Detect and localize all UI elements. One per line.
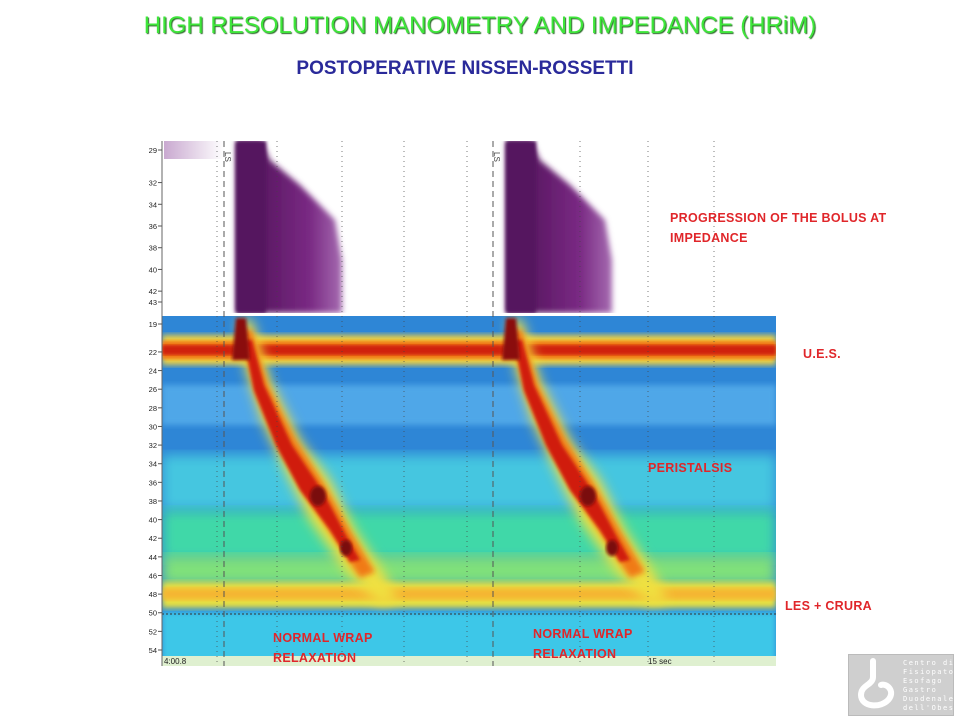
impedance-tick-label: 43	[149, 298, 157, 307]
impedance-tick-label: 29	[149, 146, 157, 155]
pressure-tick-label: 26	[149, 385, 157, 394]
annotation-wrap-1: NORMAL WRAP RELAXATION	[273, 631, 373, 665]
bolus-1-core	[236, 141, 266, 313]
impedance-y-ticks: 29 32 34 36 38 40 42 43	[149, 146, 162, 307]
pressure-tick-label: 48	[149, 590, 157, 599]
page-title: HIGH RESOLUTION MANOMETRY AND IMPEDANCE …	[143, 12, 817, 39]
stomach-logo-icon	[857, 658, 895, 709]
pressure-tick-label: 44	[149, 553, 157, 562]
time-scale-label: 15 sec	[648, 657, 672, 666]
bolus-2-core	[506, 141, 536, 313]
impedance-tick-label: 36	[149, 222, 157, 231]
pressure-tick-label: 34	[149, 460, 157, 469]
pressure-tick-label: 54	[149, 646, 157, 655]
time-strip	[162, 656, 776, 666]
pressure-panel	[162, 316, 776, 666]
ues-band-core	[162, 345, 776, 355]
pressure-tick-label: 46	[149, 571, 157, 580]
pressure-tick-label: 38	[149, 497, 157, 506]
logo-text: Centro di Fisiopatologia Esofago Gastro …	[903, 659, 960, 712]
pressure-tick-label: 30	[149, 422, 157, 431]
institution-logo: Centro di Fisiopatologia Esofago Gastro …	[848, 654, 960, 716]
page-subtitle: POSTOPERATIVE NISSEN-ROSSETTI	[296, 58, 634, 79]
pressure-tick-label: 40	[149, 516, 157, 525]
pressure-tick-label: 28	[149, 404, 157, 413]
pressure-tick-label: 24	[149, 367, 157, 376]
pressure-tick-label: 32	[149, 441, 157, 450]
time-gridlines	[216, 141, 715, 666]
impedance-tick-label: 42	[149, 287, 157, 296]
swallow-1-wave	[232, 318, 398, 605]
band-lower	[162, 510, 776, 560]
annotation-wrap-2: NORMAL WRAP RELAXATION	[533, 627, 633, 661]
pressure-tick-label: 50	[149, 609, 157, 618]
impedance-baseline-band	[164, 141, 224, 159]
pressure-tick-label: 52	[149, 627, 157, 636]
impedance-tick-label: 32	[149, 179, 157, 188]
annotation-les: LES + CRURA	[785, 599, 872, 613]
pressure-y-ticks: 19 22 24 26 28 30 32 34 36 38 40 42 44 46 48 50 52 54	[149, 320, 162, 655]
pressure-tick-label: 22	[149, 348, 157, 357]
pressure-tick-label: 42	[149, 534, 157, 543]
annotation-bolus: PROGRESSION OF THE BOLUS AT IMPEDANCE	[670, 211, 887, 245]
pressure-tick-label: 19	[149, 320, 157, 329]
impedance-tick-label: 38	[149, 244, 157, 253]
band-green	[162, 555, 776, 585]
pressure-tick-label: 36	[149, 478, 157, 487]
impedance-tick-label: 40	[149, 265, 157, 274]
les-band-core	[162, 588, 776, 600]
band-mid	[162, 455, 776, 510]
ls-marker-2: LS	[492, 152, 501, 162]
annotation-ues: U.E.S.	[803, 347, 841, 361]
annotation-peristalsis: PERISTALSIS	[648, 461, 733, 475]
time-start-label: 4:00.8	[164, 657, 187, 666]
impedance-panel	[162, 141, 776, 313]
ls-marker-1: LS	[223, 152, 232, 162]
impedance-tick-label: 34	[149, 200, 157, 209]
swallow-2-wave	[502, 318, 668, 605]
axis-strip	[145, 141, 162, 666]
